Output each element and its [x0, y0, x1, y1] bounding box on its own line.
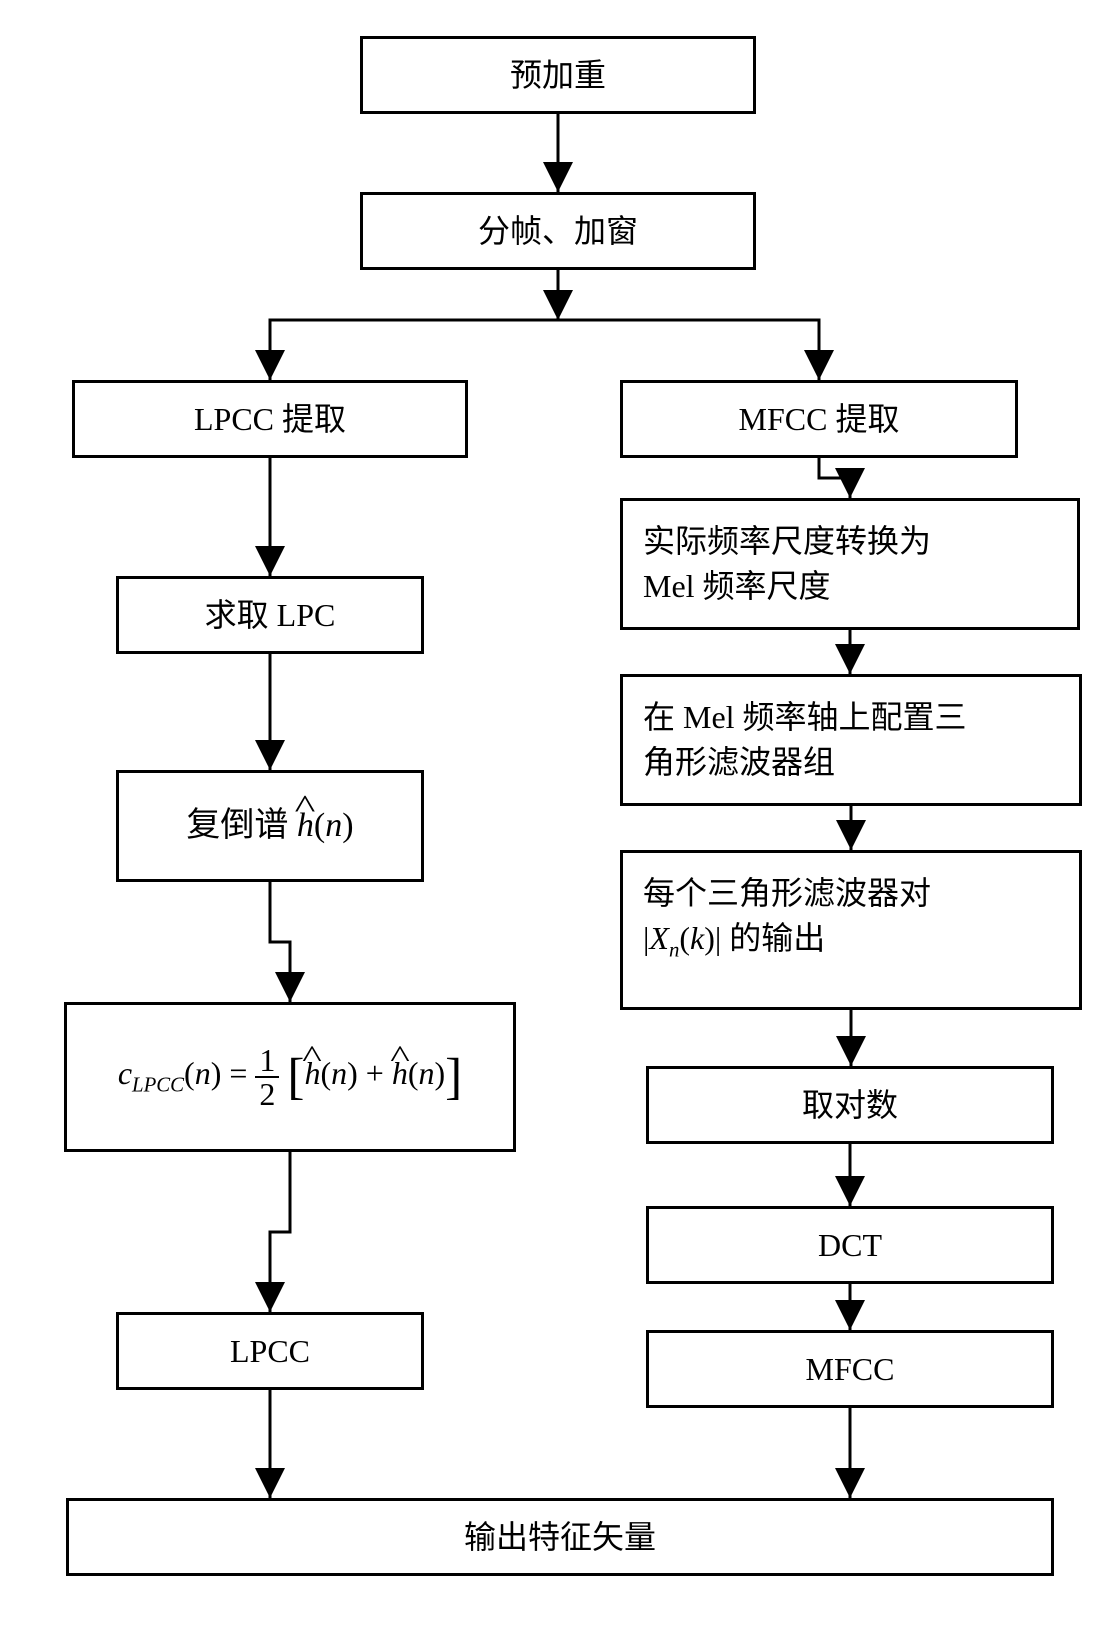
node-calc-lpc: 求取 LPC	[116, 576, 424, 654]
node-mfcc-extract: MFCC 提取	[620, 380, 1018, 458]
node-triangle-bank-text: 在 Mel 频率轴上配置三角形滤波器组	[643, 695, 967, 785]
node-triangle-bank: 在 Mel 频率轴上配置三角形滤波器组	[620, 674, 1082, 806]
node-lpcc-formula: cLPCC(n) = 12 [h(n) + h(n)]	[64, 1002, 516, 1152]
node-mfcc: MFCC	[646, 1330, 1054, 1408]
node-take-log: 取对数	[646, 1066, 1054, 1144]
node-frame-window: 分帧、加窗	[360, 192, 756, 270]
node-lpcc: LPCC	[116, 1312, 424, 1390]
node-mel-scale: 实际频率尺度转换为Mel 频率尺度	[620, 498, 1080, 630]
node-filter-output: 每个三角形滤波器对|Xn(k)| 的输出	[620, 850, 1082, 1010]
node-cepstrum-text: 复倒谱 h(n)	[186, 802, 353, 850]
node-cepstrum: 复倒谱 h(n)	[116, 770, 424, 882]
node-pre-emphasis: 预加重	[360, 36, 756, 114]
node-dct: DCT	[646, 1206, 1054, 1284]
node-mel-scale-text: 实际频率尺度转换为Mel 频率尺度	[643, 519, 931, 609]
node-output-vec: 输出特征矢量	[66, 1498, 1054, 1576]
node-filter-output-text: 每个三角形滤波器对|Xn(k)| 的输出	[643, 871, 931, 964]
node-lpcc-formula-text: cLPCC(n) = 12 [h(n) + h(n)]	[118, 1041, 462, 1113]
node-lpcc-extract: LPCC 提取	[72, 380, 468, 458]
